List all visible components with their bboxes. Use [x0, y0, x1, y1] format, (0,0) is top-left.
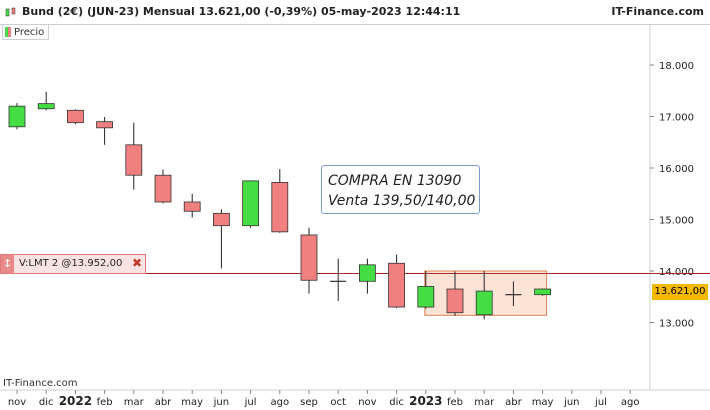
x-tick-label: dic [389, 397, 404, 408]
x-tick-label: mar [474, 397, 495, 408]
y-tick-label: 18.000 [659, 61, 694, 72]
x-tick-label: ago [271, 397, 290, 408]
x-tick-label: jun [213, 397, 229, 408]
candle-body [212, 212, 230, 227]
y-tick-label: 15.000 [659, 216, 694, 227]
candle-body [271, 182, 289, 233]
header-brand: IT-Finance.com [611, 5, 704, 18]
y-tick-label: 14.000 [659, 267, 694, 278]
x-tick-label: may [532, 397, 554, 408]
drag-handle-icon[interactable]: ↕ [1, 255, 14, 273]
candle-body [417, 286, 435, 308]
price-chart[interactable]: 13.000 14.000 15.000 16.000 17.000 18.000 nov d… [0, 25, 710, 410]
candle-body [125, 144, 143, 176]
x-tick-label: dic [39, 397, 54, 408]
instrument-title: Bund (2€) (JUN-23) Mensual 13.621,00 (-0… [22, 5, 461, 18]
annotation-line-2: Venta 139,50/140,00 [328, 193, 476, 209]
chart-header: Bund (2€) (JUN-23) Mensual 13.621,00 (-0… [0, 0, 710, 25]
candle-body [358, 264, 376, 282]
legend-label: Precio [14, 26, 45, 38]
order-label: V:LMT 2 @13.952,00 [19, 258, 123, 269]
candle-body [242, 180, 260, 227]
candle-body [446, 288, 464, 314]
x-tick-label: ago [621, 397, 640, 408]
x-tick-label: mar [124, 397, 145, 408]
legend-price[interactable]: Precio [2, 24, 50, 40]
x-tick-label: abr [505, 397, 522, 408]
x-tick-label: may [181, 397, 203, 408]
candle-body [96, 121, 113, 129]
close-order-icon[interactable]: ✖ [131, 256, 142, 270]
y-tick-label: 13.000 [659, 319, 694, 330]
footer-brand: IT-Finance.com [3, 378, 78, 389]
y-tick-label: 17.000 [659, 113, 694, 124]
x-tick-label: feb [447, 397, 463, 408]
x-tick-label: nov [8, 397, 26, 408]
x-tick-label: abr [155, 397, 172, 408]
trade-annotation[interactable]: COMPRA EN 13090 Venta 139,50/140,00 [321, 165, 480, 214]
x-tick-label: jun [563, 397, 579, 408]
annotation-line-1: COMPRA EN 13090 [328, 173, 462, 189]
candle-body [67, 109, 84, 124]
candle-body [475, 290, 493, 316]
limit-order-tag[interactable]: ↕ V:LMT 2 @13.952,00 ✖ [0, 254, 146, 274]
candle-body [154, 174, 172, 203]
x-tick-label: jul [594, 397, 607, 408]
x-tick-label: sep [300, 397, 318, 408]
candle-body [8, 105, 26, 128]
candle-body [37, 103, 55, 110]
x-tick-label: 2023 [409, 394, 442, 408]
legend-swatch-icon [5, 27, 11, 37]
y-tick-label: 16.000 [659, 164, 694, 175]
candle-body [183, 201, 201, 212]
last-price-badge: 13.621,00 [652, 284, 708, 300]
candle-body [388, 262, 406, 308]
x-tick-label: oct [330, 397, 346, 408]
x-tick-label: 2022 [59, 394, 92, 408]
x-tick-label: nov [358, 397, 376, 408]
x-tick-label: jul [244, 397, 257, 408]
candle-body [300, 234, 318, 281]
candlestick-icon [5, 7, 16, 17]
candle-body [534, 288, 551, 296]
x-tick-label: feb [97, 397, 113, 408]
